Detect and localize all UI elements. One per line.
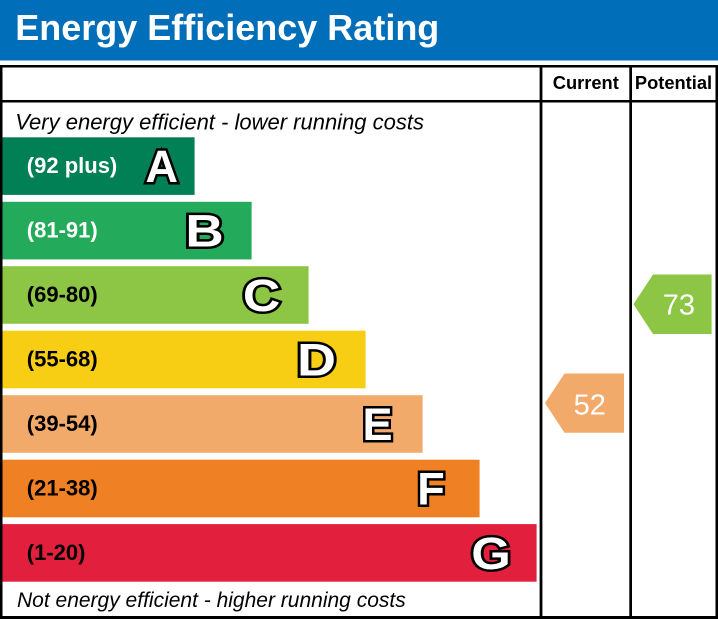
- svg-text:(55-68): (55-68): [27, 346, 98, 371]
- svg-text:52: 52: [574, 389, 606, 421]
- svg-text:Potential: Potential: [635, 72, 712, 93]
- svg-text:Very energy efficient - lower: Very energy efficient - lower running co…: [15, 109, 424, 134]
- svg-text:F: F: [417, 464, 445, 515]
- svg-text:Energy Efficiency Rating: Energy Efficiency Rating: [15, 7, 439, 48]
- svg-text:(39-54): (39-54): [27, 411, 98, 436]
- svg-text:(69-80): (69-80): [27, 282, 98, 307]
- svg-text:73: 73: [663, 290, 695, 322]
- svg-text:(1-20): (1-20): [27, 540, 86, 565]
- svg-text:G: G: [471, 530, 511, 580]
- svg-text:B: B: [185, 206, 223, 256]
- svg-text:Current: Current: [553, 72, 619, 93]
- svg-text:A: A: [146, 141, 179, 192]
- svg-text:C: C: [243, 271, 280, 321]
- svg-text:E: E: [362, 399, 392, 450]
- svg-text:(92 plus): (92 plus): [27, 153, 117, 178]
- svg-text:(81-91): (81-91): [27, 218, 98, 243]
- svg-text:D: D: [297, 335, 336, 386]
- svg-text:Not energy efficient - higher: Not energy efficient - higher running co…: [17, 589, 406, 612]
- svg-text:(21-38): (21-38): [27, 475, 98, 500]
